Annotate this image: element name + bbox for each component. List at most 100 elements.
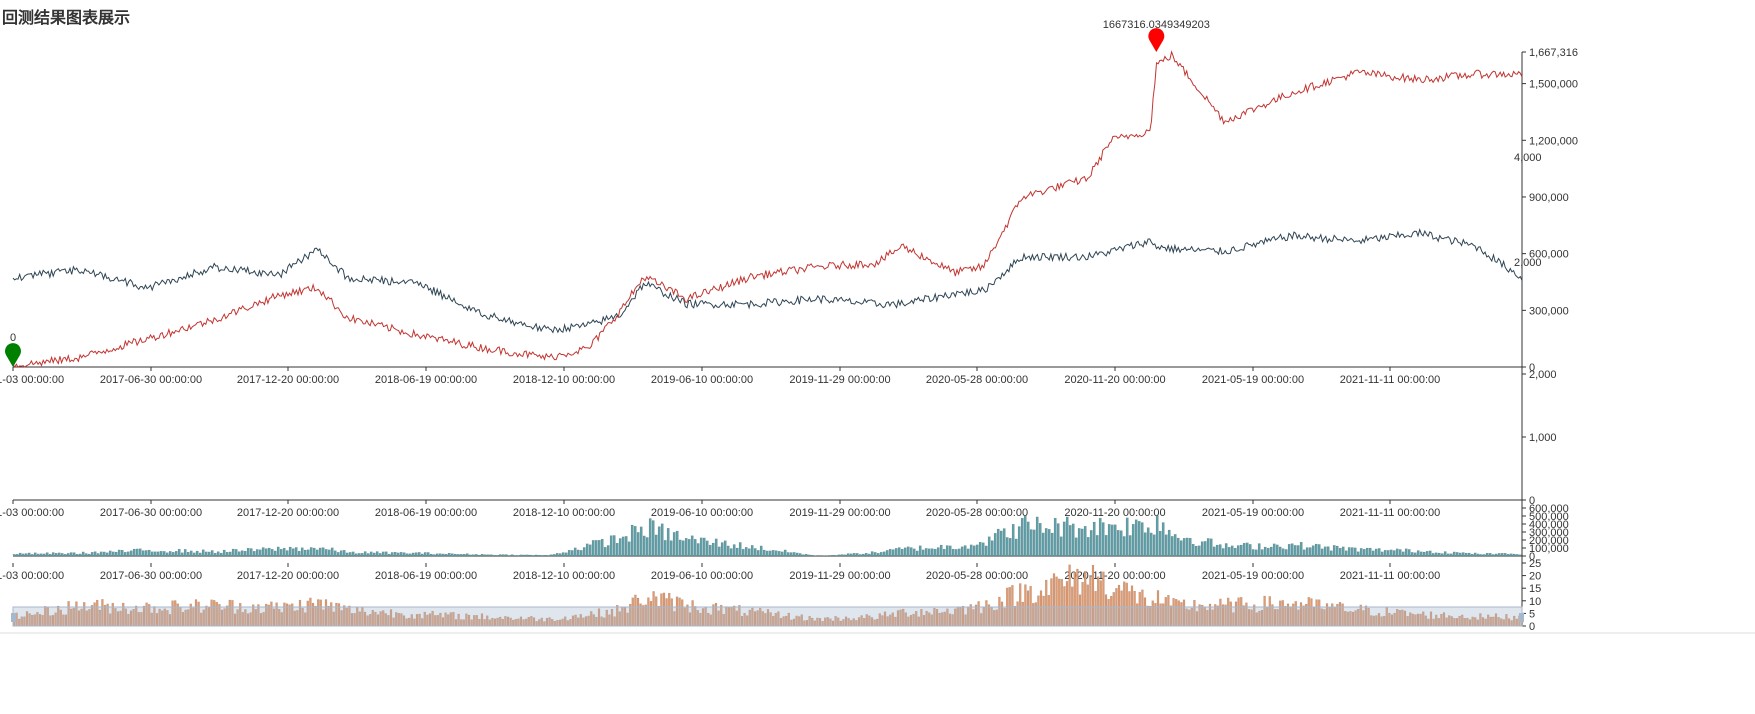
volume-bar[interactable] — [1404, 548, 1408, 557]
volume-bar[interactable] — [696, 543, 700, 557]
volume-bar[interactable] — [714, 538, 718, 557]
volume-bar[interactable] — [1467, 552, 1471, 557]
min-value-marker[interactable] — [4, 343, 21, 367]
volume-bar[interactable] — [138, 548, 142, 557]
volume-bar[interactable] — [285, 550, 289, 557]
volume-bar[interactable] — [261, 547, 265, 557]
volume-bar[interactable] — [1026, 521, 1030, 557]
volume-bar[interactable] — [333, 550, 337, 557]
volume-bar[interactable] — [294, 547, 298, 557]
volume-bar[interactable] — [780, 551, 784, 557]
volume-bar[interactable] — [609, 535, 613, 557]
volume-bar[interactable] — [864, 552, 868, 557]
volume-bar[interactable] — [312, 547, 316, 557]
volume-bar[interactable] — [78, 553, 82, 557]
volume-bar[interactable] — [1311, 545, 1315, 557]
volume-bar[interactable] — [1344, 550, 1348, 557]
volume-bar[interactable] — [1410, 552, 1414, 557]
volume-bar[interactable] — [1251, 549, 1255, 557]
volume-bar[interactable] — [708, 544, 712, 557]
volume-bar[interactable] — [456, 554, 460, 557]
volume-bar[interactable] — [1431, 553, 1435, 557]
volume-bar[interactable] — [309, 547, 313, 557]
volume-bar[interactable] — [1083, 526, 1087, 557]
volume-bar[interactable] — [513, 555, 517, 557]
volume-bar[interactable] — [246, 547, 250, 557]
volume-bar[interactable] — [726, 545, 730, 557]
volume-bar[interactable] — [1356, 551, 1360, 557]
volume-bar[interactable] — [378, 553, 382, 557]
volume-bar[interactable] — [441, 553, 445, 557]
volume-bar[interactable] — [462, 553, 466, 557]
volume-bar[interactable] — [222, 549, 226, 557]
volume-bar[interactable] — [1419, 551, 1423, 557]
volume-bar[interactable] — [258, 549, 262, 557]
volume-bar[interactable] — [213, 552, 217, 557]
volume-bar[interactable] — [918, 545, 922, 557]
volume-bar[interactable] — [45, 552, 49, 557]
volume-bar[interactable] — [357, 553, 361, 557]
volume-bar[interactable] — [630, 524, 634, 557]
volume-bar[interactable] — [510, 554, 514, 557]
volume-bar[interactable] — [612, 535, 616, 557]
volume-bar[interactable] — [60, 553, 64, 557]
volume-bar[interactable] — [99, 551, 103, 557]
volume-bar[interactable] — [636, 532, 640, 557]
volume-bar[interactable] — [516, 555, 520, 557]
volume-bar[interactable] — [1266, 547, 1270, 557]
volume-bar[interactable] — [1263, 546, 1267, 557]
volume-bar[interactable] — [1206, 538, 1210, 557]
volume-bar[interactable] — [1455, 552, 1459, 557]
volume-bar[interactable] — [1260, 549, 1264, 557]
volume-bar[interactable] — [141, 550, 145, 557]
volume-bar[interactable] — [834, 555, 838, 557]
volume-bar[interactable] — [936, 547, 940, 557]
volume-bar[interactable] — [759, 545, 763, 557]
volume-bar[interactable] — [1248, 544, 1252, 557]
volume-bar[interactable] — [96, 553, 100, 557]
volume-bar[interactable] — [1188, 537, 1192, 557]
volume-bar[interactable] — [1161, 522, 1165, 557]
volume-bar[interactable] — [765, 550, 769, 557]
volume-bar[interactable] — [498, 554, 502, 557]
volume-bar[interactable] — [1017, 526, 1021, 557]
volume-bar[interactable] — [567, 549, 571, 557]
volume-bar[interactable] — [1326, 546, 1330, 557]
volume-bar[interactable] — [1011, 524, 1015, 557]
volume-bar[interactable] — [954, 549, 958, 557]
volume-bar[interactable] — [1476, 553, 1480, 557]
volume-bar[interactable] — [1005, 537, 1009, 557]
volume-bar[interactable] — [1059, 536, 1063, 557]
volume-bar[interactable] — [555, 553, 559, 557]
volume-bar[interactable] — [699, 537, 703, 557]
volume-bar[interactable] — [519, 554, 523, 557]
volume-bar[interactable] — [540, 555, 544, 557]
volume-bar[interactable] — [798, 553, 802, 557]
volume-bar[interactable] — [1041, 532, 1045, 557]
volume-bar[interactable] — [675, 530, 679, 557]
volume-bar[interactable] — [369, 551, 373, 557]
volume-bar[interactable] — [762, 549, 766, 557]
volume-bar[interactable] — [1377, 548, 1381, 557]
volume-bar[interactable] — [789, 552, 793, 557]
volume-bar[interactable] — [411, 552, 415, 557]
volume-bar[interactable] — [81, 551, 85, 557]
volume-bar[interactable] — [477, 554, 481, 557]
volume-bar[interactable] — [657, 526, 661, 557]
volume-bar[interactable] — [1068, 525, 1072, 557]
volume-bar[interactable] — [1131, 524, 1135, 557]
volume-bar[interactable] — [1257, 543, 1261, 557]
volume-bar[interactable] — [960, 546, 964, 557]
volume-bar[interactable] — [525, 554, 529, 557]
volume-bar[interactable] — [375, 551, 379, 557]
volume-bar[interactable] — [495, 555, 499, 557]
volume-bar[interactable] — [522, 554, 526, 557]
volume-bar[interactable] — [147, 549, 151, 557]
volume-bar[interactable] — [642, 535, 646, 557]
volume-bar[interactable] — [1293, 545, 1297, 557]
volume-bar[interactable] — [189, 550, 193, 557]
volume-bar[interactable] — [738, 542, 742, 557]
volume-bar[interactable] — [591, 540, 595, 557]
volume-bar[interactable] — [1158, 530, 1162, 557]
